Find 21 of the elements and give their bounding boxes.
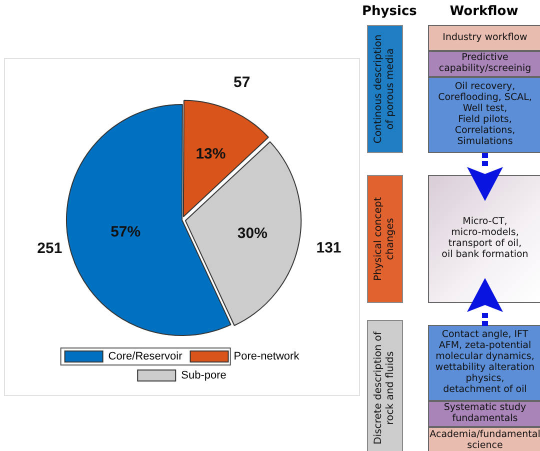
text: Physics <box>362 4 417 20</box>
text: Oil recovery, Coreflooding, SCAL, Well test, Field pilots, Correlations, Simulations <box>428 77 540 153</box>
legend-label: Pore-network <box>234 350 300 363</box>
text: Systematic study fundamentals <box>428 401 540 427</box>
data-label: 13% <box>196 145 226 162</box>
data-label: 57% <box>110 224 141 241</box>
text: Industry workflow <box>428 25 540 51</box>
text: Contact angle, IFT AFM, zeta-potential molecular dynamics, wettability alteration physics, detachment of oil <box>428 325 540 401</box>
text: Continous description of porous media <box>373 34 397 144</box>
text: Discrete description of rock and fluids <box>373 331 397 444</box>
text: 57 <box>234 74 250 92</box>
text: Predictive capability/screeinig <box>428 51 540 77</box>
data-label: 30% <box>237 224 268 242</box>
text: 131 <box>316 240 342 257</box>
text: Workflow <box>448 4 520 20</box>
text: Micro-CT, micro-models, transport of oil, oil bank formation <box>428 175 540 303</box>
legend-label: Sub-pore <box>181 370 226 382</box>
text: Academia/fundamental science <box>428 427 540 451</box>
text: Physical concept changes <box>373 197 397 281</box>
legend-label: Core/Reservoir <box>108 350 183 363</box>
text: 251 <box>37 240 62 258</box>
